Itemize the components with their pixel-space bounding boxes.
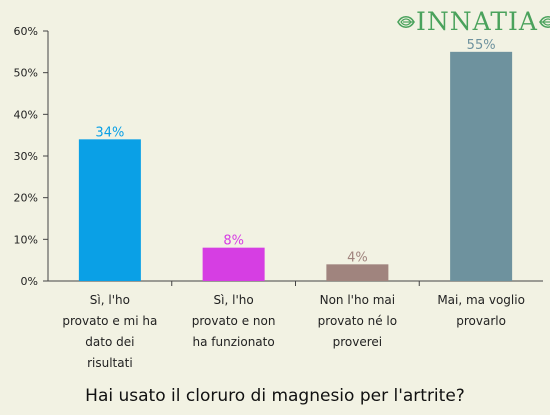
data-label: 4%: [347, 250, 368, 265]
y-tick-label: 10%: [14, 233, 38, 246]
x-category-label-line: provato e mi ha: [62, 314, 158, 328]
x-category-label-line: provato e non: [191, 314, 276, 328]
y-tick-label: 60%: [14, 25, 38, 38]
x-category-label-line: ha funzionato: [192, 335, 275, 349]
leaf-icon: [539, 15, 550, 29]
data-label: 34%: [95, 125, 124, 140]
x-category-label: Mai, ma voglio provarlo: [427, 290, 535, 332]
y-tick-label: 40%: [14, 108, 38, 121]
bar: [202, 247, 265, 281]
chart-question-title: Hai usato il cloruro di magnesio per l'a…: [85, 386, 465, 406]
x-category-label-line: provato né lo: [317, 314, 398, 328]
leaf-icon: [397, 15, 415, 29]
innatia-logo[interactable]: INNATIA: [396, 6, 550, 38]
bar: [326, 264, 389, 281]
x-category-label-line: Mai, ma voglio: [437, 293, 525, 307]
bar: [450, 51, 513, 282]
x-category-label-line: Non l'ho mai: [319, 293, 396, 307]
brand-name: INNATIA: [416, 7, 538, 36]
y-tick-label: 50%: [14, 67, 38, 80]
y-tick-label: 20%: [14, 192, 38, 205]
x-category-label: Non l'ho mai provato né lo proverei: [303, 290, 411, 353]
x-category-label-line: Sì, l'ho: [89, 293, 130, 307]
data-label: 8%: [223, 234, 244, 249]
data-label: 55%: [467, 38, 496, 53]
y-tick-label: 30%: [14, 150, 38, 163]
x-category-label: Sì, l'ho provato e mi ha dato dei risultati: [56, 290, 164, 374]
x-category-label: Sì, l'ho provato e non ha funzionato: [180, 290, 288, 353]
x-category-label-line: risultati: [87, 356, 133, 370]
x-category-label-line: proverei: [332, 335, 383, 349]
bar: [78, 139, 141, 281]
y-tick-label: 0%: [21, 275, 38, 288]
x-category-label-line: dato dei: [85, 335, 135, 349]
x-category-label-line: Sì, l'ho: [213, 293, 254, 307]
x-category-label-line: provarlo: [456, 314, 506, 328]
